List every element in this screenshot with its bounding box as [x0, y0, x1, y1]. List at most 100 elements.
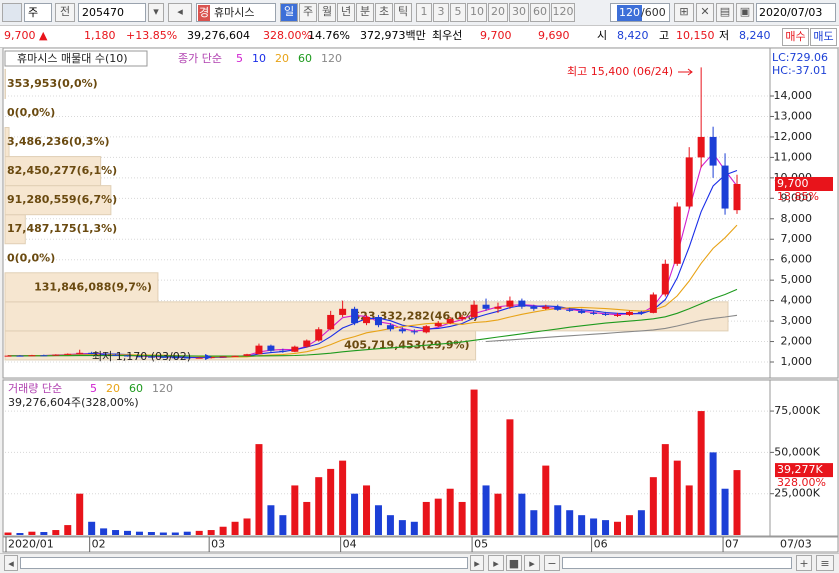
- profile-label: 0(0,0%): [7, 106, 55, 119]
- candle-body: [28, 355, 35, 356]
- candle-body: [662, 264, 669, 295]
- profile-label: 3,486,236(0,3%): [7, 135, 110, 148]
- period-tab[interactable]: 년: [337, 3, 355, 22]
- volume-rate: 328.00%: [263, 28, 312, 44]
- volume-bar: [351, 494, 358, 535]
- volume-bar: [638, 510, 645, 535]
- tool-button[interactable]: ⊞: [674, 3, 694, 22]
- volume-bar: [602, 520, 609, 535]
- count-box[interactable]: 120 /600: [610, 3, 670, 22]
- candle-body: [363, 317, 370, 323]
- period-tab[interactable]: 틱: [394, 3, 412, 22]
- candle-body: [52, 355, 59, 356]
- volume-bar: [220, 527, 227, 535]
- legend-entry: 120: [152, 382, 173, 395]
- candle-body: [255, 346, 262, 355]
- open-label: 시: [597, 28, 607, 44]
- candle-body: [399, 329, 406, 331]
- legend-entry: 60: [298, 52, 312, 65]
- minute-tab[interactable]: 1: [416, 3, 432, 22]
- y-tick-label: 11,000: [774, 150, 813, 163]
- settings-button[interactable]: ≡: [816, 555, 834, 571]
- volume-bar: [710, 452, 717, 535]
- legend-entry: 120: [321, 52, 342, 65]
- zoom-track[interactable]: [562, 557, 792, 569]
- date-input[interactable]: 2020/07/03: [756, 3, 836, 22]
- volume-bar: [148, 532, 155, 535]
- candle-body: [566, 310, 573, 311]
- period-tab[interactable]: 월: [318, 3, 336, 22]
- y-tick-label: 4,000: [781, 294, 813, 307]
- profile-label: 91,280,559(6,7%): [7, 193, 117, 206]
- volume-bar: [40, 532, 47, 535]
- prev: 전: [60, 5, 70, 18]
- y-tick-label: 14,000: [774, 89, 813, 102]
- rate: +13.85%: [126, 28, 177, 44]
- period-tab[interactable]: 일: [280, 3, 298, 22]
- tool-button[interactable]: ▤: [716, 3, 734, 22]
- candle-body: [232, 356, 239, 357]
- low-label: 저: [719, 28, 729, 44]
- legend-entry: 10: [252, 52, 266, 65]
- zoom-in[interactable]: +: [796, 555, 812, 571]
- step-button[interactable]: ▸: [524, 555, 540, 571]
- quote-bar: 9,700 ▲ 1,180 +13.85% 39,276,604 328.00%…: [0, 26, 839, 48]
- minute-tab[interactable]: 10: [467, 3, 487, 22]
- minute-tab[interactable]: 3: [433, 3, 449, 22]
- candle-body: [602, 314, 609, 315]
- volume-bar: [518, 494, 525, 535]
- sound-button[interactable]: ◂: [168, 3, 192, 22]
- period-tab[interactable]: 주: [299, 3, 317, 22]
- search-button[interactable]: ▾: [148, 3, 164, 22]
- sell-button[interactable]: 매도: [810, 28, 837, 46]
- buy-button[interactable]: 매수: [782, 28, 809, 46]
- volume-bar: [662, 444, 669, 535]
- stock-name: 휴마시스: [214, 5, 254, 21]
- scroll-left[interactable]: ◂: [4, 555, 18, 571]
- play-button[interactable]: ▸: [488, 555, 504, 571]
- candle-body: [506, 301, 513, 307]
- scroll-track[interactable]: [20, 557, 468, 569]
- candle-body: [542, 307, 549, 309]
- scroll-right[interactable]: ▸: [470, 555, 484, 571]
- volume-bar: [244, 518, 251, 535]
- stop-button[interactable]: ■: [506, 555, 522, 571]
- candle-body: [518, 301, 525, 307]
- candle-body: [220, 356, 227, 357]
- menu-button[interactable]: [2, 3, 22, 22]
- minute-tab[interactable]: 20: [488, 3, 508, 22]
- tool-button[interactable]: ✕: [696, 3, 714, 22]
- volume-bar: [124, 531, 131, 535]
- hc-label: HC:-37.01: [772, 64, 827, 77]
- volume-bar: [279, 515, 286, 535]
- candle-body: [16, 356, 23, 357]
- minute-tab[interactable]: 120: [551, 3, 575, 22]
- code-input[interactable]: 205470: [78, 3, 146, 22]
- market-select[interactable]: 주: [24, 3, 52, 22]
- period-tab[interactable]: 분: [356, 3, 374, 22]
- minute-tab[interactable]: 30: [509, 3, 529, 22]
- candle-body: [5, 356, 12, 357]
- scrollbar: ◂ ▸ ▸ ■ ▸ − + ≡: [0, 553, 839, 573]
- legend-entry: 60: [129, 382, 143, 395]
- candle-body: [614, 315, 621, 316]
- zoom-out[interactable]: −: [544, 555, 560, 571]
- candle-body: [339, 309, 346, 315]
- prev-button[interactable]: 전: [55, 3, 75, 22]
- volume-bar: [698, 411, 705, 535]
- volume-tag-rate: 328.00%: [777, 476, 826, 489]
- volume-bar: [734, 470, 741, 535]
- profile-title: 휴마시스 매물대 수(10): [17, 52, 128, 65]
- volume-bar: [506, 419, 513, 535]
- y-tick-label: 13,000: [774, 109, 813, 122]
- volume-bar: [542, 466, 549, 535]
- minute-tab[interactable]: 60: [530, 3, 550, 22]
- candle-body: [315, 329, 322, 340]
- volume-bar: [578, 515, 585, 535]
- minute-tab[interactable]: 5: [450, 3, 466, 22]
- save-button[interactable]: ▣: [736, 3, 754, 22]
- period-tab[interactable]: 초: [375, 3, 393, 22]
- volume-bar: [28, 532, 35, 535]
- volume-bar: [590, 518, 597, 535]
